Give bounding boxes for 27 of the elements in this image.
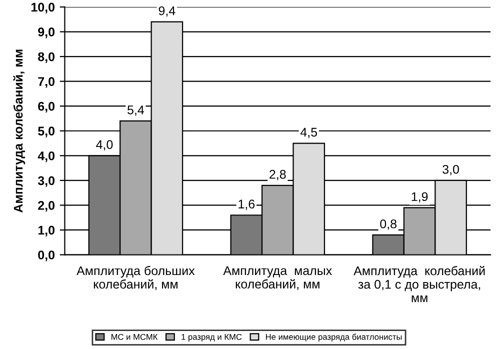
legend-label: 1 разряд и КМС [182,334,242,342]
legend-label: МС и МСМК [111,334,158,340]
text: 4,5 [300,128,318,138]
legend-label: Не имеющие разряда биатлонисты [266,334,402,342]
text: 4,0 [96,140,113,150]
text: 0,8 [380,219,396,230]
y-tick-label: 1,0 [38,226,55,236]
text: 2,8 [270,170,286,180]
x-tick-label: Амплитуда колебаний за 0,1 с до выстрела, мм [354,266,485,302]
text: 5,4 [128,106,144,116]
y-tick-label: 3,0 [38,176,55,187]
y-tick-label: 5,0 [38,126,55,138]
y-tick-label: 6,0 [38,102,55,113]
y-tick-label: 9,0 [38,28,55,38]
x-tick-label: Амплитуда малых колебаний, мм [223,266,332,290]
y-tick-label: 2,0 [38,201,55,212]
y-tick-label: 0,0 [38,250,55,262]
text: 9,4 [158,6,176,17]
text: 3,0 [442,164,459,176]
y-tick-label: 8,0 [38,52,55,64]
y-axis-title: Амплитуда колебаний, мм [13,50,26,212]
text: 1,6 [238,200,255,210]
y-tick-label: 10,0 [31,2,55,14]
x-tick-label: Амплитуда больших колебаний, мм [76,266,195,290]
text: 1,9 [412,192,428,203]
y-tick-label: 4,0 [38,151,55,162]
y-tick-label: 7,0 [38,77,55,88]
